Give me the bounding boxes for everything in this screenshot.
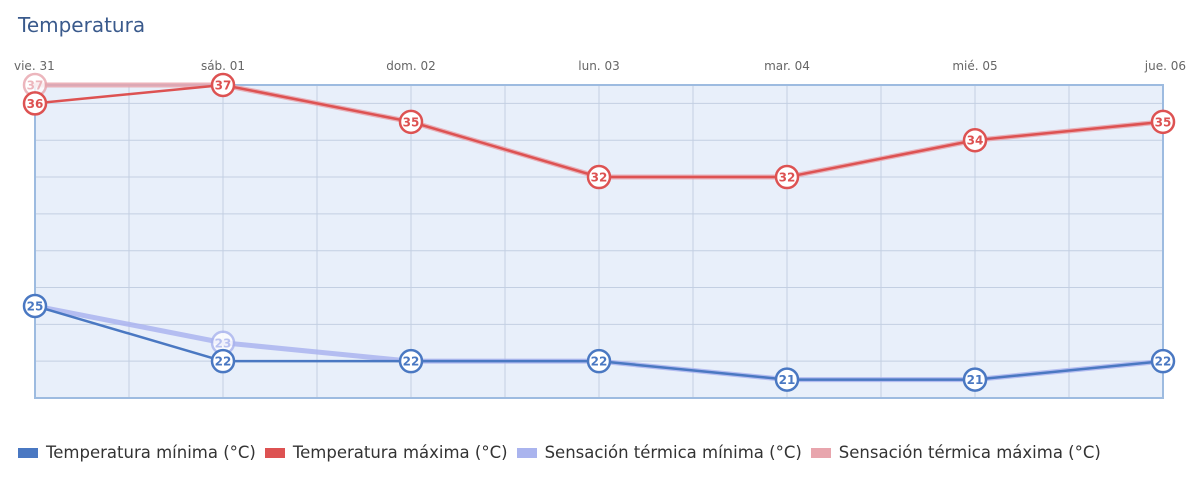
data-label: 21	[967, 373, 984, 387]
legend-swatch	[810, 447, 831, 458]
x-tick-label: sáb. 01	[201, 59, 245, 73]
chart-legend: Temperatura mínima (°C) Temperatura máxi…	[18, 443, 1110, 462]
x-tick-label: vie. 31	[14, 59, 55, 73]
data-point-marker	[1150, 109, 1176, 135]
data-point-marker	[210, 72, 236, 98]
data-label: 25	[27, 299, 44, 313]
legend-item-temp-max[interactable]: Temperatura máxima (°C)	[264, 443, 508, 462]
legend-label: Sensación térmica máxima (°C)	[838, 443, 1101, 462]
data-label: 22	[1155, 355, 1172, 369]
data-label: 22	[215, 355, 232, 369]
data-label: 32	[591, 171, 608, 185]
legend-item-feels-max[interactable]: Sensación térmica máxima (°C)	[810, 443, 1101, 462]
data-label: 34	[967, 134, 984, 148]
chart-title: Temperatura	[18, 13, 146, 37]
data-point-marker	[962, 127, 988, 153]
data-point-marker	[586, 348, 612, 374]
legend-swatch	[516, 447, 537, 458]
data-point-marker	[774, 164, 800, 190]
data-label: 23	[215, 336, 232, 350]
data-point-marker	[210, 348, 236, 374]
x-tick-label: mar. 04	[764, 59, 810, 73]
x-tick-label: lun. 03	[578, 59, 619, 73]
data-point-marker	[22, 293, 48, 319]
legend-item-temp-min[interactable]: Temperatura mínima (°C)	[18, 443, 256, 462]
legend-label: Temperatura máxima (°C)	[292, 443, 508, 462]
data-point-marker	[22, 91, 48, 116]
data-label: 21	[779, 373, 796, 387]
data-point-marker	[774, 367, 800, 392]
temperature-chart: vie. 31 sáb. 01 dom. 02 lun. 03 mar. 04 mié. …	[14, 59, 1186, 399]
legend-swatch	[18, 447, 38, 458]
legend-label: Temperatura mínima (°C)	[46, 443, 256, 462]
x-tick-label: mié. 05	[952, 59, 997, 73]
legend-swatch	[264, 447, 285, 458]
legend-item-feels-min[interactable]: Sensación térmica mínima (°C)	[516, 443, 802, 462]
data-point-marker	[398, 348, 424, 374]
data-label: 22	[403, 355, 420, 369]
plot-border	[34, 84, 1164, 399]
data-point-marker	[586, 164, 612, 190]
data-point-marker	[398, 109, 424, 135]
data-point-marker	[1150, 348, 1176, 374]
x-tick-label: jue. 06	[1144, 59, 1186, 73]
data-label: 35	[403, 115, 420, 129]
data-label: 22	[591, 355, 608, 369]
data-label: 35	[1155, 115, 1172, 129]
legend-label: Sensación térmica mínima (°C)	[544, 443, 802, 462]
data-point-marker	[962, 367, 988, 392]
data-label: 36	[27, 97, 44, 111]
x-tick-label: dom. 02	[386, 59, 436, 73]
data-label: 37	[27, 79, 44, 93]
data-label: 37	[215, 79, 232, 93]
data-label: 32	[779, 171, 796, 185]
